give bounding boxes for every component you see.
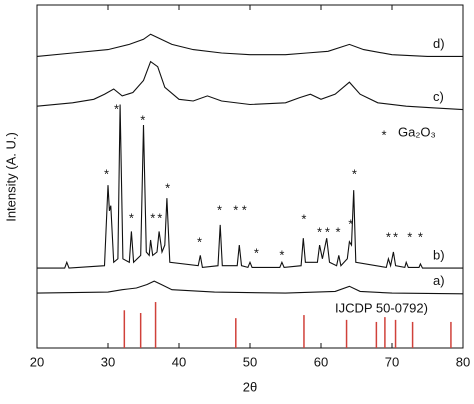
- x-tick-label: 30: [101, 354, 115, 369]
- peak-marker: *: [301, 211, 306, 226]
- peak-marker: *: [279, 247, 284, 262]
- peak-marker: *: [393, 230, 398, 245]
- peak-marker: *: [157, 210, 162, 225]
- series-label: a): [433, 273, 445, 288]
- peak-marker: *: [352, 166, 357, 181]
- x-tick-label: 80: [456, 354, 470, 369]
- peak-marker: *: [407, 230, 412, 245]
- peak-marker: *: [254, 245, 259, 260]
- reference-label: IJCDP 50-0792): [335, 300, 428, 315]
- data-line: [36, 280, 464, 295]
- peak-marker: *: [150, 210, 155, 225]
- plot-frame: [36, 4, 464, 349]
- peak-marker: *: [233, 202, 238, 217]
- x-tick-label: 20: [30, 354, 44, 369]
- peak-marker: *: [242, 202, 247, 217]
- peak-marker: *: [104, 166, 109, 181]
- series-label: c): [433, 89, 444, 104]
- peak-marker: *: [140, 113, 145, 128]
- peak-marker: *: [386, 230, 391, 245]
- x-tick-label: 70: [385, 354, 399, 369]
- series-label: b): [433, 248, 445, 263]
- peak-marker: *: [418, 230, 423, 245]
- legend-symbol: *: [381, 127, 386, 142]
- peak-marker: *: [129, 210, 134, 225]
- peak-marker: *: [114, 101, 119, 116]
- peak-marker: *: [217, 202, 222, 217]
- peak-marker: *: [197, 234, 202, 249]
- x-axis-label: 2θ: [243, 379, 257, 394]
- peak-marker: *: [336, 224, 341, 239]
- peak-marker: *: [348, 217, 353, 232]
- peak-marker: *: [325, 224, 330, 239]
- x-tick-label: 40: [172, 354, 186, 369]
- peak-marker: *: [165, 181, 170, 196]
- peak-marker: *: [317, 224, 322, 239]
- data-line: [36, 33, 463, 57]
- data-line: [37, 104, 463, 269]
- data-line: [36, 60, 464, 111]
- series-label: d): [433, 36, 445, 51]
- x-tick-label: 60: [314, 354, 328, 369]
- x-tick-label: 50: [243, 354, 257, 369]
- y-axis-label: Intensity (A. U.): [3, 132, 18, 222]
- legend-label: Ga₂O₃: [398, 124, 436, 139]
